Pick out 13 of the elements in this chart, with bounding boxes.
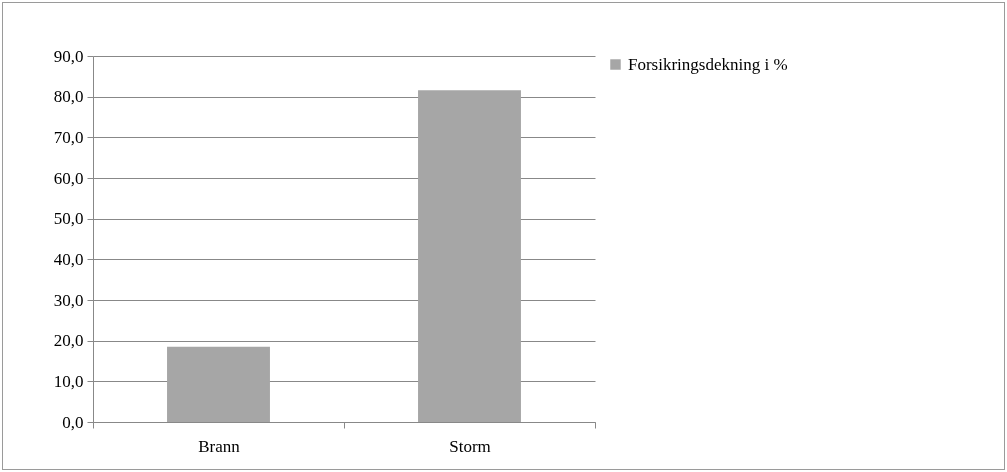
y-tick-label: 70,0: [53, 127, 84, 147]
legend-label: Forsikringsdekning i %: [628, 54, 788, 74]
y-tick-label: 0,0: [62, 412, 84, 432]
x-tick-label: Storm: [449, 436, 491, 456]
y-tick-label: 90,0: [53, 46, 84, 66]
y-tick-label: 10,0: [53, 371, 84, 391]
y-tick-label: 20,0: [53, 331, 84, 351]
y-tick-label: 30,0: [53, 290, 84, 310]
x-tick-label: Brann: [198, 436, 241, 456]
y-tick-label: 40,0: [53, 249, 84, 269]
y-tick-label: 50,0: [53, 209, 84, 229]
y-tick-label: 80,0: [53, 87, 84, 107]
y-tick-label: 60,0: [53, 168, 84, 188]
